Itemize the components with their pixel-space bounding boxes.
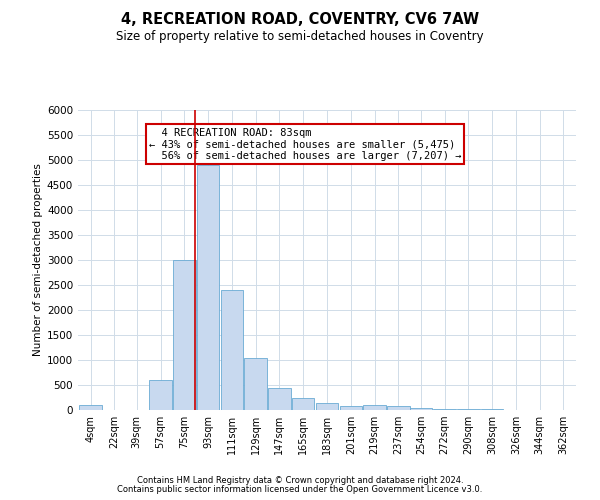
- Text: Contains HM Land Registry data © Crown copyright and database right 2024.: Contains HM Land Registry data © Crown c…: [137, 476, 463, 485]
- Bar: [149, 380, 172, 410]
- Bar: [481, 409, 503, 410]
- Bar: [221, 290, 243, 410]
- Bar: [173, 260, 196, 410]
- Bar: [410, 408, 432, 410]
- Bar: [316, 402, 338, 410]
- Text: 4 RECREATION ROAD: 83sqm  
← 43% of semi-detached houses are smaller (5,475)
  5: 4 RECREATION ROAD: 83sqm ← 43% of semi-d…: [149, 128, 461, 160]
- Bar: [79, 405, 102, 410]
- Text: 4, RECREATION ROAD, COVENTRY, CV6 7AW: 4, RECREATION ROAD, COVENTRY, CV6 7AW: [121, 12, 479, 28]
- Bar: [197, 165, 220, 410]
- Bar: [387, 406, 410, 410]
- Bar: [244, 358, 267, 410]
- Bar: [340, 406, 362, 410]
- Bar: [433, 408, 456, 410]
- Bar: [292, 398, 314, 410]
- Bar: [457, 409, 479, 410]
- Y-axis label: Number of semi-detached properties: Number of semi-detached properties: [33, 164, 43, 356]
- Text: Size of property relative to semi-detached houses in Coventry: Size of property relative to semi-detach…: [116, 30, 484, 43]
- Bar: [268, 388, 290, 410]
- Text: Contains public sector information licensed under the Open Government Licence v3: Contains public sector information licen…: [118, 485, 482, 494]
- Bar: [364, 405, 386, 410]
